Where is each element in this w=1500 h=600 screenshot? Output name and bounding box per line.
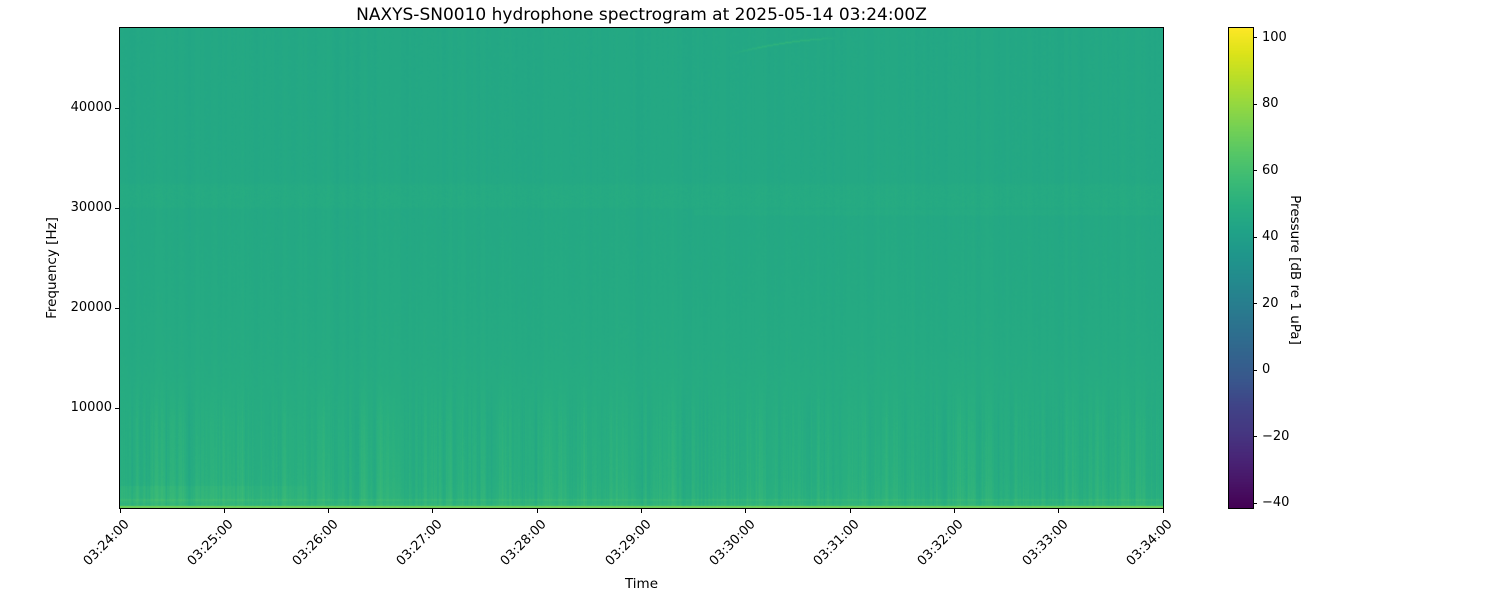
colorbar-tick-label: 60	[1262, 162, 1279, 178]
x-tick-mark	[119, 509, 121, 513]
x-tick-label: 03:25:00	[185, 517, 237, 569]
x-tick-mark	[536, 509, 538, 513]
x-tick-label: 03:27:00	[393, 517, 446, 569]
x-tick-label: 03:29:00	[602, 517, 655, 569]
y-tick-mark	[115, 107, 119, 109]
colorbar-tick-mark	[1253, 170, 1257, 172]
colorbar-tick-label: −40	[1262, 495, 1290, 511]
x-tick-label: 03:30:00	[706, 517, 759, 569]
x-tick-label: 03:24:00	[80, 517, 133, 569]
colorbar-tick-mark	[1253, 236, 1257, 238]
colorbar-tick-mark	[1253, 502, 1257, 504]
x-tick-label: 03:28:00	[497, 517, 550, 569]
colorbar-tick-label: 40	[1262, 229, 1279, 245]
y-tick-label: 10000	[70, 400, 112, 415]
y-tick-mark	[115, 207, 119, 209]
y-tick-mark	[115, 407, 119, 409]
spectrogram-plot-area	[119, 27, 1164, 509]
x-tick-mark	[1162, 509, 1164, 513]
colorbar-tick-mark	[1253, 303, 1257, 305]
x-tick-mark	[223, 509, 225, 513]
y-tick-mark	[115, 307, 119, 309]
x-tick-label: 03:26:00	[289, 517, 342, 569]
y-tick-label: 40000	[70, 100, 112, 115]
x-axis-label: Time	[624, 576, 659, 592]
colorbar-tick-label: 80	[1262, 96, 1279, 112]
colorbar-gradient	[1229, 28, 1253, 508]
x-tick-label: 03:32:00	[915, 517, 967, 569]
y-tick-label: 30000	[70, 200, 112, 215]
x-tick-label: 03:34:00	[1123, 517, 1176, 569]
x-tick-label: 03:33:00	[1019, 517, 1072, 569]
colorbar	[1228, 27, 1254, 509]
colorbar-tick-mark	[1253, 436, 1257, 438]
x-tick-mark	[641, 509, 642, 513]
colorbar-tick-mark	[1253, 369, 1257, 371]
colorbar-tick-mark	[1253, 37, 1257, 39]
colorbar-tick-label: −20	[1262, 428, 1290, 444]
spectrogram-image	[120, 28, 1163, 508]
colorbar-tick-label: 100	[1262, 29, 1287, 45]
chart-title: NAXYS-SN0010 hydrophone spectrogram at 2…	[356, 5, 927, 25]
x-tick-mark	[745, 509, 747, 513]
y-tick-label: 20000	[70, 300, 112, 315]
x-tick-label: 03:31:00	[810, 517, 863, 569]
x-tick-mark	[328, 509, 330, 513]
colorbar-tick-mark	[1253, 103, 1257, 105]
colorbar-tick-label: 20	[1262, 295, 1279, 311]
x-tick-mark	[953, 509, 955, 513]
x-tick-mark	[849, 509, 851, 513]
colorbar-label: Pressure [dB re 1 uPa]	[1287, 195, 1303, 345]
x-tick-mark	[1058, 509, 1060, 513]
x-tick-mark	[432, 509, 434, 513]
colorbar-tick-label: 0	[1262, 362, 1271, 378]
